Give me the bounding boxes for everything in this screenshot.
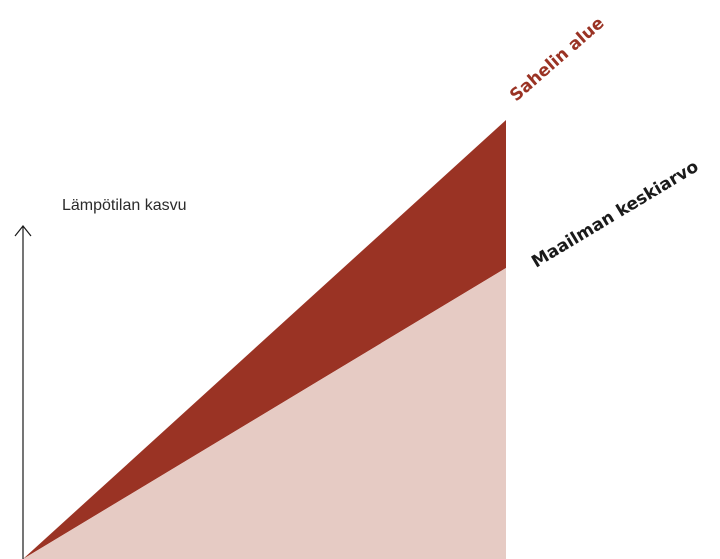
sahel-area [23,120,506,559]
axis-label: Lämpötilan kasvu [62,197,187,214]
sahel-region-label: Sahelin alue [506,13,608,105]
arrow-up-icon [14,225,32,237]
world-average-area [23,268,506,559]
world-average-label: Maailman keskiarvo [528,157,702,272]
